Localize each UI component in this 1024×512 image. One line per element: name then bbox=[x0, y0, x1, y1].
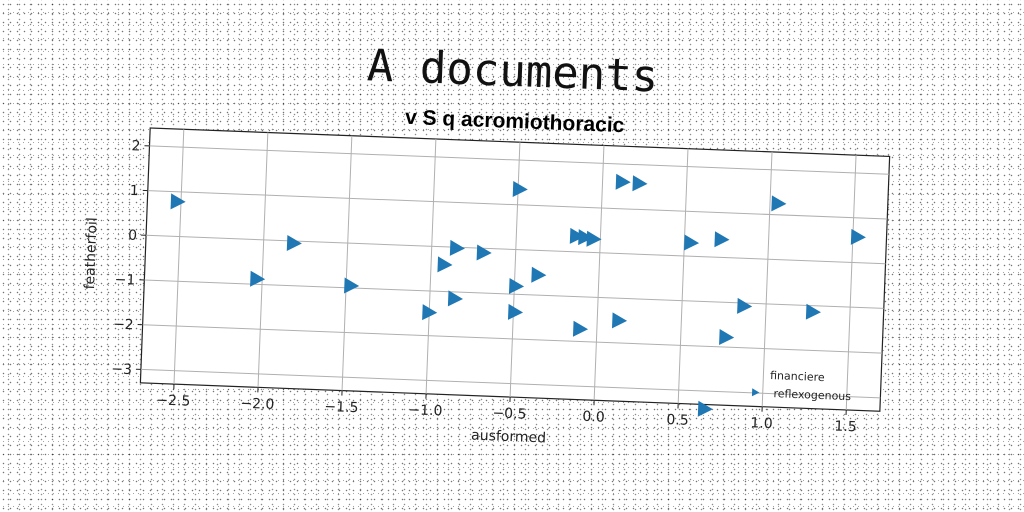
x-grid-line bbox=[257, 132, 269, 388]
data-point bbox=[683, 234, 700, 251]
data-point bbox=[611, 312, 628, 329]
data-point bbox=[437, 256, 453, 273]
x-tick-label: 0.5 bbox=[666, 412, 689, 429]
data-point bbox=[771, 195, 787, 212]
data-point bbox=[569, 227, 585, 244]
x-grid-line bbox=[593, 145, 605, 401]
data-point bbox=[447, 290, 463, 307]
x-tick-label: −1.0 bbox=[408, 402, 443, 419]
x-tick-label: −2.0 bbox=[240, 396, 275, 413]
x-axis-label: ausformed bbox=[471, 428, 546, 447]
data-point bbox=[512, 180, 528, 197]
x-tick-label: 0.0 bbox=[582, 409, 605, 426]
x-tick-label: 1.0 bbox=[750, 415, 773, 432]
data-points bbox=[170, 173, 866, 417]
data-point bbox=[449, 239, 465, 256]
data-point bbox=[697, 400, 713, 417]
x-tick-label: −0.5 bbox=[492, 405, 527, 422]
chart-title: A documents bbox=[366, 40, 659, 102]
plot-area: −2.5 −2.0 −1.5 −1.0 −0.5 0.0 0.5 1.0 1.5 −3 −2 −1 0… bbox=[111, 127, 891, 435]
x-grid-line bbox=[341, 135, 353, 391]
x-tick-label: 1.5 bbox=[834, 418, 857, 435]
y-tick-label: 2 bbox=[131, 138, 141, 154]
data-point bbox=[719, 329, 735, 346]
y-tick-label: −3 bbox=[111, 361, 132, 378]
chart-subtitle: v S q acromiothoracic bbox=[405, 106, 625, 137]
legend-entry-label: financiere bbox=[770, 369, 825, 384]
data-point bbox=[250, 270, 266, 287]
data-point bbox=[615, 173, 631, 190]
y-tick-label: −1 bbox=[114, 272, 135, 289]
x-grid-line bbox=[761, 151, 773, 407]
y-tick-label: −2 bbox=[113, 317, 134, 334]
y-axis-label: featherfoil bbox=[82, 217, 101, 290]
x-grid-line bbox=[677, 148, 689, 404]
data-point bbox=[344, 277, 360, 294]
data-point bbox=[508, 277, 525, 294]
data-point bbox=[531, 266, 547, 283]
data-point bbox=[586, 230, 602, 247]
data-point bbox=[507, 303, 524, 320]
x-tick-label: −1.5 bbox=[324, 399, 359, 416]
y-tick-label: 1 bbox=[130, 183, 140, 199]
data-point bbox=[850, 228, 866, 245]
y-tick-label: 0 bbox=[128, 228, 138, 244]
data-point bbox=[476, 244, 492, 261]
legend: financiere reflexogenous bbox=[751, 369, 852, 403]
data-point bbox=[170, 193, 186, 210]
data-point bbox=[286, 234, 302, 251]
x-axis: −2.5 −2.0 −1.5 −1.0 −0.5 0.0 0.5 1.0 1.5 bbox=[156, 384, 857, 435]
y-grid-line bbox=[142, 324, 883, 354]
data-point bbox=[572, 320, 589, 337]
data-point bbox=[422, 304, 438, 321]
y-axis: −3 −2 −1 0 1 2 bbox=[111, 138, 150, 378]
legend-marker bbox=[751, 388, 760, 397]
x-tick-label: −2.5 bbox=[156, 392, 191, 409]
data-point bbox=[805, 303, 821, 320]
data-point bbox=[578, 229, 594, 246]
data-point bbox=[632, 175, 648, 192]
legend-entry-label: reflexogenous bbox=[773, 387, 851, 403]
x-grid-line bbox=[425, 138, 437, 394]
y-grid-line bbox=[146, 234, 886, 265]
data-point bbox=[714, 231, 730, 248]
y-grid-line bbox=[144, 279, 884, 309]
x-grid-line bbox=[173, 129, 185, 385]
x-grid-line bbox=[845, 155, 857, 410]
y-grid-line bbox=[147, 190, 888, 220]
data-point bbox=[737, 297, 753, 314]
y-grid-line bbox=[149, 145, 889, 175]
